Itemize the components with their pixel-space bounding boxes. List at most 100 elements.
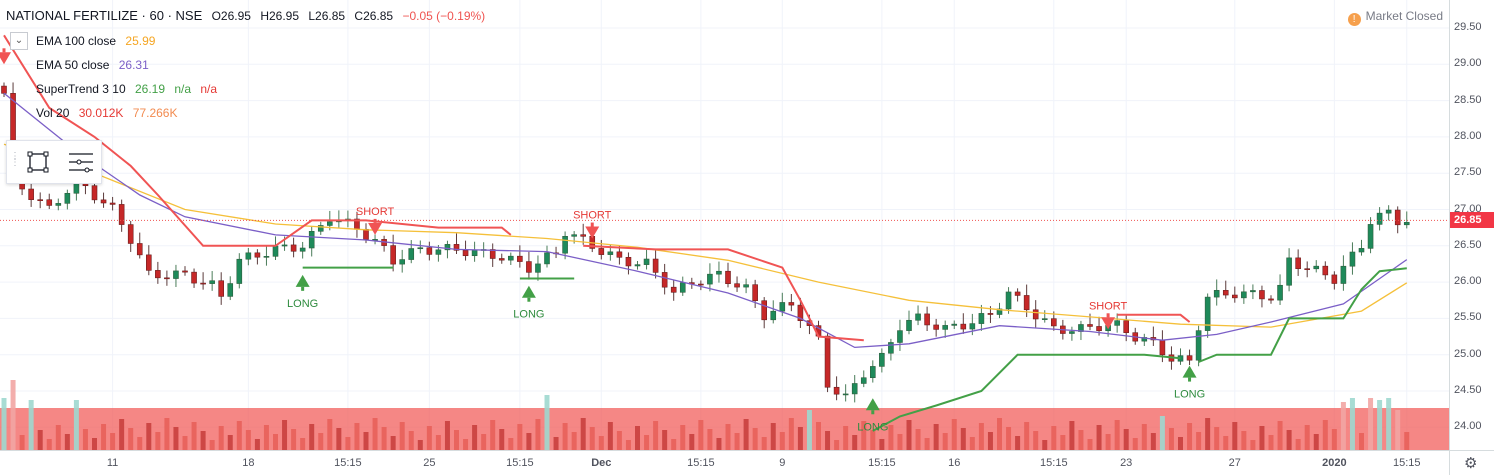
- candle-body: [417, 247, 424, 250]
- volume-bar: [1340, 402, 1346, 450]
- market-status[interactable]: ! Market Closed: [1347, 9, 1443, 26]
- chart-canvas[interactable]: LONG SHORT LONG SHORT LONG SHORT LONG: [0, 0, 1449, 450]
- candle-body: [218, 280, 224, 297]
- price-tick-label: 28.50: [1454, 93, 1482, 106]
- candle: [408, 240, 415, 264]
- volume-bar: [390, 436, 396, 450]
- volume-bar: [490, 420, 496, 450]
- candle: [553, 246, 559, 259]
- price-tick-label: 26.00: [1454, 275, 1482, 288]
- volume-bar: [1368, 398, 1374, 450]
- price-axis[interactable]: 29.50 29.00 28.50 28.00 27.50 27.00 26.50 26.00…: [1449, 0, 1494, 450]
- indicator-supertrend[interactable]: SuperTrend 3 10 26.19 n/a n/a: [36, 82, 223, 96]
- volume-bar: [788, 418, 794, 450]
- ema50-line: [3, 92, 1408, 349]
- volume-bar: [1259, 426, 1265, 450]
- candle-body: [824, 335, 831, 388]
- candle-body: [625, 256, 632, 267]
- candle-body: [236, 258, 243, 284]
- volume-bar: [806, 410, 812, 450]
- candle: [517, 245, 523, 268]
- volume-bar: [1096, 425, 1102, 450]
- chart-pane[interactable]: LONG SHORT LONG SHORT LONG SHORT LONG NATIONAL…: [0, 0, 1449, 450]
- indicator-volume[interactable]: Vol 20 30.012K 77.266K: [36, 106, 184, 120]
- candle: [1376, 207, 1383, 231]
- time-axis[interactable]: 11 18 15:15 25 15:15 Dec 15:15 9 15:15 16 15:15 23 2…: [0, 450, 1449, 475]
- volume-bar: [698, 420, 704, 450]
- candle-body: [209, 280, 215, 284]
- volume-bar: [535, 419, 541, 450]
- candle-body: [453, 244, 460, 251]
- candle: [417, 240, 424, 254]
- candle-body: [743, 284, 749, 288]
- candle: [1295, 249, 1301, 276]
- long-signal-arrow: [521, 285, 536, 298]
- candle: [507, 252, 514, 265]
- candle: [788, 293, 795, 312]
- volume-bar: [1060, 435, 1066, 450]
- symbol-title[interactable]: NATIONAL FERTILIZE · 60 · NSE: [6, 8, 203, 23]
- candle-body: [290, 244, 297, 252]
- rectangle-icon[interactable]: [27, 151, 49, 178]
- candle: [46, 193, 53, 210]
- candle: [797, 297, 804, 328]
- candle-body: [1087, 324, 1093, 327]
- time-tick-label: 15:15: [687, 457, 715, 469]
- gear-icon[interactable]: ⚙: [1464, 455, 1478, 472]
- indicator-ema50[interactable]: EMA 50 close 26.31: [36, 58, 155, 72]
- candle-body: [317, 225, 324, 232]
- candle: [136, 232, 143, 259]
- volume-bar: [263, 425, 269, 450]
- candle: [625, 252, 632, 275]
- supertrend-up-line: [872, 353, 1181, 432]
- candle: [842, 384, 849, 402]
- volume-bar: [435, 435, 441, 450]
- horizontal-lines-icon[interactable]: [67, 150, 95, 179]
- candle: [290, 237, 297, 258]
- candle: [951, 320, 958, 330]
- candle-body: [299, 247, 306, 252]
- volume-bar: [254, 439, 260, 450]
- candle-body: [788, 302, 795, 306]
- short-signal-label: SHORT: [1089, 300, 1128, 312]
- short-signal-stem: [2, 48, 6, 53]
- volume-bar: [1087, 439, 1093, 450]
- candle-body: [444, 244, 451, 251]
- candle-body: [544, 252, 550, 265]
- candle-body: [634, 264, 641, 267]
- volume-bar: [933, 424, 939, 450]
- long-signal-stem: [1188, 377, 1192, 382]
- candle: [1204, 293, 1211, 338]
- price-tick-label: 29.50: [1454, 21, 1482, 33]
- supertrend-up-line: [1198, 267, 1407, 363]
- collapse-legend-button[interactable]: ⌄: [10, 32, 28, 50]
- candle: [1177, 348, 1184, 365]
- indicator-ema100[interactable]: EMA 100 close 25.99: [36, 34, 161, 48]
- candle: [716, 261, 722, 283]
- indicator-value: 26.19: [134, 82, 165, 96]
- volume-bar: [1123, 429, 1129, 450]
- chart-settings[interactable]: ⚙: [1449, 450, 1494, 475]
- volume-bar: [318, 433, 324, 450]
- long-signal-arrow: [295, 274, 310, 287]
- candle: [372, 234, 378, 245]
- candle-body: [37, 199, 44, 201]
- volume-bar: [1250, 440, 1256, 450]
- volume-bar: [1132, 438, 1138, 450]
- candle: [390, 234, 396, 272]
- volume-bar: [191, 422, 197, 450]
- candle-body: [1204, 296, 1211, 331]
- volume-bar: [589, 427, 595, 450]
- candle-body: [670, 286, 677, 293]
- candle-body: [462, 250, 469, 257]
- volume-bar: [454, 430, 459, 450]
- drag-handle[interactable]: ⋮ ⋮: [10, 151, 20, 168]
- candle-body: [942, 325, 949, 330]
- candle-body: [1232, 294, 1238, 299]
- candle-body: [1023, 295, 1030, 311]
- candle-body: [987, 313, 994, 315]
- volume-bar: [1377, 400, 1383, 450]
- candle: [860, 370, 867, 388]
- candle: [227, 276, 234, 301]
- short-signal-arrow: [585, 226, 600, 239]
